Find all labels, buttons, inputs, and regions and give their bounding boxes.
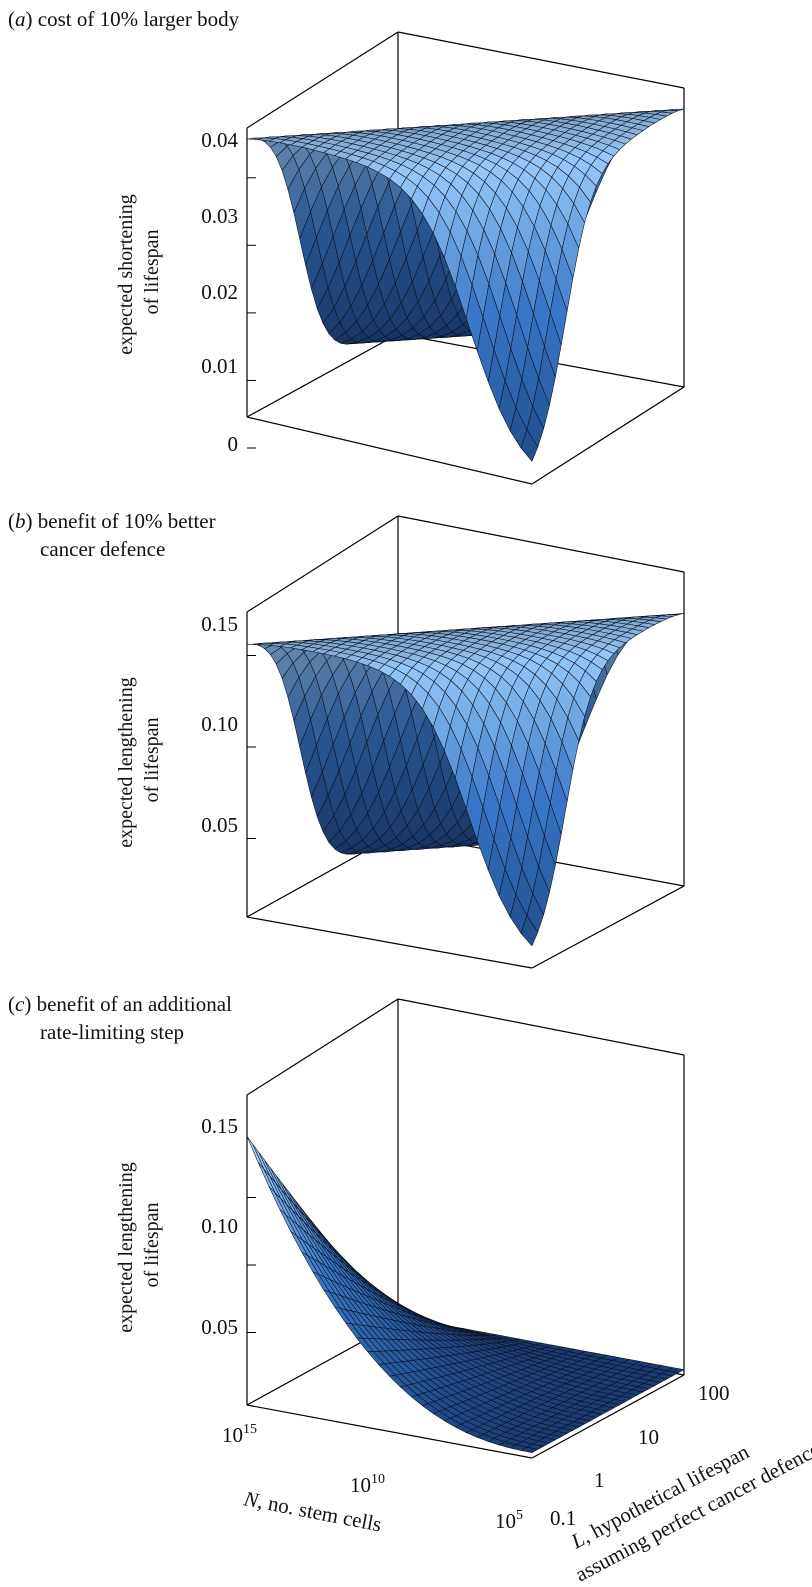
panel-c-xtick-0-exp: 15 [243, 1422, 257, 1437]
panel-b-ztick-1: 0.10 [201, 712, 238, 736]
panel-a-box-front-right [531, 386, 685, 485]
panel-b-title-line2: cancer defence [40, 537, 165, 561]
panel-b-box [246, 515, 685, 969]
panel-c-xtick-1-base: 10 [350, 1473, 371, 1497]
panel-b-ztick-2: 0.15 [201, 612, 238, 636]
panel-c-ztick-0: 0.05 [201, 1315, 238, 1339]
panel-a-box-floor-left [246, 333, 399, 418]
panel-a-caption: (a) cost of 10% larger body [8, 7, 240, 31]
panel-c-xtick-0-base: 10 [222, 1423, 243, 1447]
panel-a-surface [246, 108, 685, 462]
panel-c-ytick-1: 1 [594, 1468, 605, 1492]
panel-c-box-front-left [246, 1404, 533, 1459]
surface-cell [520, 915, 539, 947]
panel-c-xtick-2-exp: 5 [516, 1508, 523, 1523]
surface-cell [252, 1144, 270, 1177]
panel-a-title: cost of 10% larger body [38, 7, 240, 31]
panel-c-box-front-right [531, 1374, 685, 1459]
panel-c-ytick-3: 100 [698, 1381, 730, 1405]
surface-cell [246, 1136, 265, 1170]
panel-a-zlabel: expected shortening of lifespan [115, 189, 163, 355]
panel-b-title-line1: benefit of 10% better [38, 509, 216, 533]
panel-c-zticks: 0.05 0.10 0.15 [201, 1114, 238, 1339]
panel-a: (a) cost of 10% larger body 0 0.01 0.02 … [8, 7, 685, 485]
panel-a-ztick-0: 0 [228, 432, 239, 456]
panel-c-x-ticks: 1015 1010 105 [222, 1422, 523, 1533]
panel-c-ztick-2: 0.15 [201, 1114, 238, 1138]
panel-a-letter: a [15, 7, 26, 31]
surface-cell [520, 1447, 539, 1453]
panel-c-letter: c [15, 992, 25, 1016]
panel-b-ztick-0: 0.05 [201, 813, 238, 837]
panel-b-box-top-right [397, 515, 685, 573]
panel-c-xtick-2: 105 [495, 1508, 523, 1533]
panel-a-zticks: 0 0.01 0.02 0.03 0.04 [201, 128, 238, 456]
panel-b-box-front-left [246, 916, 533, 969]
panel-c: (c) benefit of an additional rate-limiti… [8, 992, 812, 1586]
panel-c-xtick-1: 1010 [350, 1472, 385, 1497]
panel-c-xtick-0: 1015 [222, 1422, 257, 1447]
panel-c-box-top-right [397, 998, 685, 1056]
panel-c-xtick-2-base: 10 [495, 1509, 516, 1533]
panel-a-ztick-3: 0.03 [201, 204, 238, 228]
panel-c-title-line1: benefit of an additional [37, 992, 233, 1016]
panel-a-ztick-2: 0.02 [201, 280, 238, 304]
panel-c-ytick-2: 10 [638, 1425, 659, 1449]
panel-b-zticks: 0.05 0.10 0.15 [201, 612, 238, 837]
panel-b: (b) benefit of 10% better cancer defence… [8, 509, 685, 969]
panel-b-zlabel: expected lengthening of lifespan [115, 672, 163, 848]
panel-b-letter: b [15, 509, 26, 533]
panel-c-ztick-1: 0.10 [201, 1214, 238, 1238]
panel-b-box-front-right [531, 885, 685, 969]
panel-b-surface [246, 613, 685, 947]
panel-c-title-line2: rate-limiting step [40, 1020, 184, 1044]
panel-c-box-top-left [246, 998, 399, 1096]
panel-b-box-top-left [246, 515, 399, 613]
panel-c-ytick-0: 0.1 [550, 1506, 576, 1530]
panel-c-caption-line1: (c) benefit of an additional [8, 992, 232, 1016]
panel-a-ztick-4: 0.04 [201, 128, 238, 152]
panel-b-caption-line1: (b) benefit of 10% better [8, 509, 216, 533]
panel-a-ztick-1: 0.01 [201, 354, 238, 378]
panel-c-zlabel: expected lengthening of lifespan [115, 1157, 163, 1333]
panel-a-box-front-left [246, 416, 533, 485]
panel-a-box [246, 31, 685, 485]
panel-a-box-top-right [397, 31, 685, 89]
panel-a-box-top-left [246, 31, 399, 129]
surface-cell [520, 429, 539, 462]
panel-c-xtick-1-exp: 10 [371, 1472, 385, 1487]
panel-c-y-ticks: 0.1 1 10 100 [550, 1381, 730, 1530]
panel-c-y-label-line2: assuming perfect cancer defences [571, 1433, 812, 1586]
panel-c-surface [246, 1136, 685, 1453]
